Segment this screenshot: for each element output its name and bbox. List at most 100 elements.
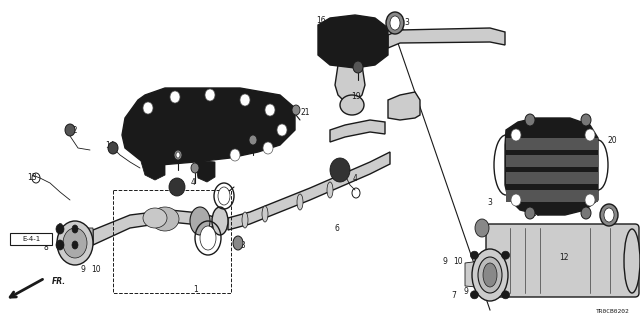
Ellipse shape <box>72 225 78 233</box>
Ellipse shape <box>502 291 509 299</box>
Polygon shape <box>465 260 488 288</box>
Ellipse shape <box>511 129 521 141</box>
Ellipse shape <box>263 142 273 154</box>
Ellipse shape <box>63 228 87 258</box>
Polygon shape <box>318 15 388 68</box>
Ellipse shape <box>205 89 215 101</box>
Ellipse shape <box>386 12 404 34</box>
Ellipse shape <box>604 208 614 222</box>
Ellipse shape <box>478 257 502 293</box>
Ellipse shape <box>277 124 287 136</box>
Text: 20: 20 <box>607 135 617 145</box>
Text: 22: 22 <box>68 125 77 134</box>
Text: 7: 7 <box>452 292 456 300</box>
Ellipse shape <box>65 124 75 136</box>
Text: 3: 3 <box>404 18 410 27</box>
Polygon shape <box>122 88 295 165</box>
Ellipse shape <box>169 178 185 196</box>
Polygon shape <box>228 152 390 230</box>
Ellipse shape <box>297 194 303 210</box>
Ellipse shape <box>174 150 182 160</box>
Text: 12: 12 <box>559 253 569 262</box>
Text: 6: 6 <box>335 223 339 233</box>
Ellipse shape <box>170 91 180 103</box>
Ellipse shape <box>330 158 350 182</box>
Text: 10: 10 <box>91 266 101 275</box>
Ellipse shape <box>240 94 250 106</box>
Text: 4: 4 <box>191 178 195 187</box>
Text: 15: 15 <box>192 93 202 102</box>
Ellipse shape <box>340 95 364 115</box>
Text: 21: 21 <box>255 129 265 138</box>
Polygon shape <box>330 120 385 142</box>
Ellipse shape <box>200 226 216 250</box>
Ellipse shape <box>525 207 535 219</box>
Text: 20: 20 <box>527 164 537 172</box>
Ellipse shape <box>176 152 180 158</box>
Text: 4: 4 <box>353 173 357 182</box>
Ellipse shape <box>56 240 64 250</box>
Ellipse shape <box>233 236 243 250</box>
Ellipse shape <box>190 207 210 235</box>
Bar <box>506 190 598 202</box>
Ellipse shape <box>483 263 497 287</box>
Polygon shape <box>195 160 215 182</box>
Ellipse shape <box>143 102 153 114</box>
Text: 9: 9 <box>443 258 447 267</box>
Ellipse shape <box>581 207 591 219</box>
Text: 21: 21 <box>179 129 188 138</box>
Text: 3: 3 <box>488 197 492 206</box>
Ellipse shape <box>108 142 118 154</box>
Text: E-4-1: E-4-1 <box>22 236 40 242</box>
Text: 21: 21 <box>179 154 188 163</box>
Text: 20: 20 <box>531 209 541 218</box>
Ellipse shape <box>57 221 93 265</box>
Ellipse shape <box>242 212 248 228</box>
Ellipse shape <box>581 114 591 126</box>
FancyBboxPatch shape <box>486 224 639 297</box>
Ellipse shape <box>475 219 489 237</box>
Polygon shape <box>388 92 420 120</box>
Ellipse shape <box>585 129 595 141</box>
Text: 18: 18 <box>236 241 246 250</box>
Ellipse shape <box>470 251 479 259</box>
Ellipse shape <box>502 251 509 259</box>
Text: 9: 9 <box>58 222 63 231</box>
Ellipse shape <box>511 194 521 206</box>
Ellipse shape <box>624 229 640 293</box>
Text: 14: 14 <box>105 140 115 149</box>
Ellipse shape <box>353 61 363 73</box>
Ellipse shape <box>327 182 333 198</box>
Ellipse shape <box>262 206 268 222</box>
Text: 10: 10 <box>68 222 78 231</box>
Ellipse shape <box>470 291 479 299</box>
Ellipse shape <box>56 224 64 234</box>
Bar <box>10 233 52 245</box>
Bar <box>506 172 598 184</box>
Text: 2: 2 <box>223 188 228 197</box>
Bar <box>506 155 598 167</box>
Ellipse shape <box>218 187 230 205</box>
Polygon shape <box>505 118 598 215</box>
Ellipse shape <box>585 194 595 206</box>
Ellipse shape <box>265 104 275 116</box>
Polygon shape <box>140 158 165 180</box>
Ellipse shape <box>249 135 257 145</box>
Text: 19: 19 <box>351 92 361 100</box>
Text: 9: 9 <box>463 286 468 295</box>
Text: 8: 8 <box>44 243 49 252</box>
Ellipse shape <box>472 249 508 301</box>
Text: 10: 10 <box>453 258 463 267</box>
Polygon shape <box>388 28 505 48</box>
Text: 16: 16 <box>316 15 326 25</box>
Text: 21: 21 <box>300 108 310 116</box>
Ellipse shape <box>525 114 535 126</box>
Text: 10: 10 <box>474 286 484 295</box>
Ellipse shape <box>600 204 618 226</box>
Ellipse shape <box>151 207 179 231</box>
Ellipse shape <box>191 163 199 173</box>
Text: FR.: FR. <box>52 277 66 286</box>
Ellipse shape <box>390 16 400 30</box>
Polygon shape <box>93 210 218 245</box>
Text: 9: 9 <box>81 266 85 275</box>
